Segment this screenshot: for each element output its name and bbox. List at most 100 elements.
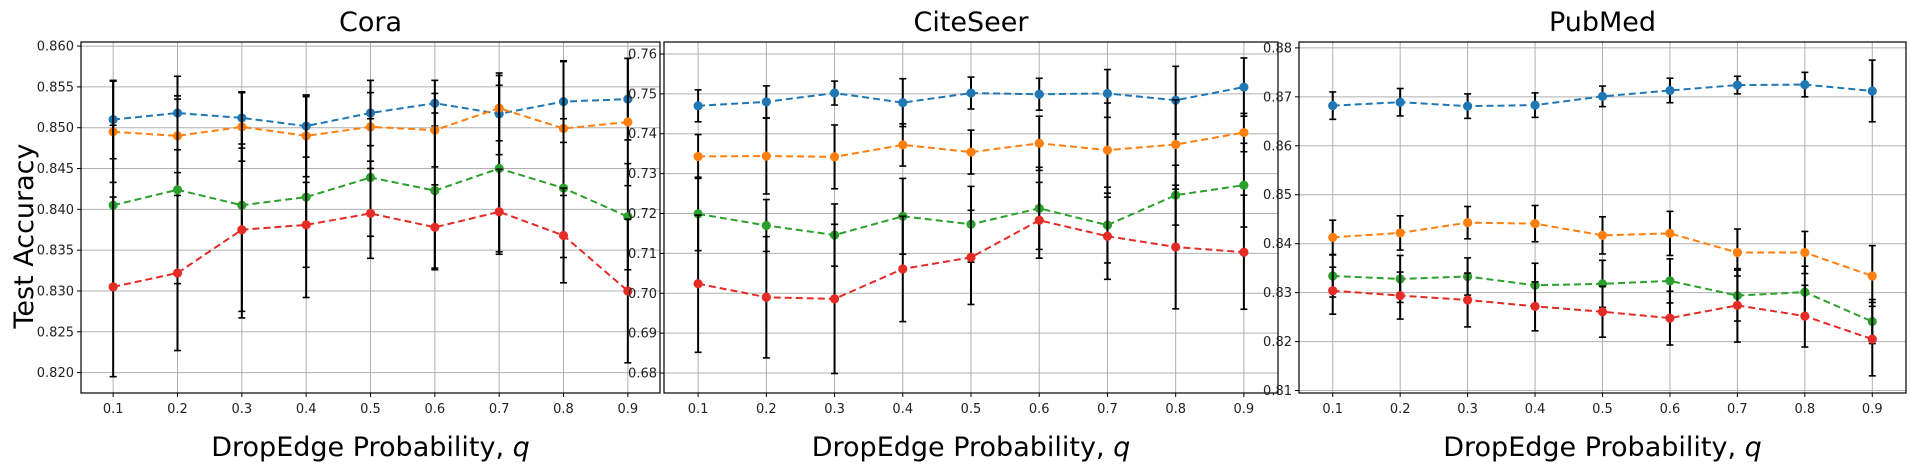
series-line	[698, 86, 1245, 107]
data-point	[623, 117, 633, 127]
data-point	[558, 230, 569, 241]
data-point	[1530, 100, 1540, 110]
data-point	[1328, 232, 1338, 242]
x-axis-label-text: DropEdge Probability,	[812, 432, 1113, 463]
data-point	[1463, 295, 1473, 305]
data-point	[1800, 79, 1810, 90]
data-point	[1239, 82, 1249, 92]
x-tick-label: 0.2	[756, 402, 777, 417]
data-point	[1034, 215, 1044, 225]
data-point	[1867, 86, 1877, 96]
plot-frame	[1298, 41, 1907, 394]
y-tick-label: 0.76	[628, 47, 657, 62]
y-tick-label: 0.81	[1263, 384, 1292, 399]
data-point	[966, 252, 976, 262]
x-tick-label: 0.9	[1234, 402, 1255, 417]
x-tick-label: 0.1	[1322, 402, 1343, 417]
x-tick-label: 0.7	[489, 402, 510, 417]
data-point	[761, 151, 771, 161]
y-tick-label: 0.70	[628, 287, 657, 302]
x-tick-label: 0.1	[103, 402, 124, 417]
data-point	[761, 220, 771, 231]
data-point	[1800, 247, 1810, 258]
y-tick-label: 0.71	[628, 247, 657, 262]
panel-citeseer: 0.68 0.69 0.70 0.71 0.72 0.73 0.74 0.75 0.76 0.1 0…	[628, 7, 1279, 463]
data-point	[829, 88, 840, 98]
series-1	[693, 99, 1249, 198]
panel-title: PubMed	[1549, 7, 1656, 38]
data-point	[1530, 219, 1540, 229]
data-point	[1395, 228, 1405, 238]
y-tick-label: 0.835	[37, 244, 74, 259]
x-tick-label: 0.6	[1029, 402, 1050, 417]
x-tick-label: 0.4	[296, 402, 317, 417]
x-axis-label-text: DropEdge Probability,	[1443, 432, 1744, 463]
panel-title: Cora	[339, 7, 402, 38]
data-point	[365, 208, 376, 219]
data-point	[1597, 307, 1608, 317]
x-tick-label: 0.7	[1727, 402, 1748, 417]
x-tick-label: 0.9	[617, 402, 638, 417]
data-point	[1597, 91, 1608, 101]
data-point	[1463, 218, 1473, 228]
y-tick-label: 0.840	[37, 203, 74, 218]
data-point	[898, 264, 908, 274]
y-tick-label: 0.85	[1263, 188, 1292, 203]
panel-pubmed: 0.81 0.82 0.83 0.84 0.85 0.86 0.87 0.88 0.1 0.2 0.…	[1263, 7, 1907, 463]
x-tick-label: 0.8	[1165, 402, 1186, 417]
data-point	[1530, 301, 1540, 311]
data-point	[898, 98, 908, 108]
data-point	[1328, 286, 1338, 296]
data-point	[1239, 247, 1249, 257]
data-point	[1171, 139, 1181, 150]
data-point	[1102, 145, 1113, 155]
data-point	[693, 101, 703, 111]
x-axis-label-var: q	[1113, 432, 1130, 463]
data-point	[172, 185, 183, 195]
data-point	[1102, 88, 1113, 99]
data-point	[1732, 300, 1742, 310]
data-point	[172, 268, 183, 278]
x-axis-label-var: q	[1745, 432, 1762, 463]
x-tick-label: 0.4	[892, 402, 913, 417]
data-point	[494, 207, 504, 217]
series-line	[698, 131, 1245, 158]
x-tick-label: 0.7	[1097, 402, 1118, 417]
data-point	[1665, 85, 1675, 96]
y-tick-label: 0.86	[1263, 139, 1292, 154]
data-point	[1665, 313, 1675, 323]
data-point	[966, 147, 976, 157]
x-tick-label: 0.2	[1390, 402, 1411, 417]
data-point	[1867, 271, 1877, 281]
data-point	[430, 222, 440, 232]
data-point	[1328, 101, 1338, 111]
y-tick-label: 0.73	[628, 167, 657, 182]
x-tick-label: 0.8	[553, 402, 574, 417]
y-tick-label: 0.82	[1263, 335, 1292, 350]
series-1	[1328, 204, 1877, 308]
x-tick-label: 0.3	[231, 402, 252, 417]
x-tick-label: 0.1	[688, 402, 709, 417]
data-point	[693, 151, 703, 162]
x-tick-label: 0.5	[961, 402, 982, 417]
plot-frame	[663, 41, 1279, 394]
series-0	[693, 57, 1249, 135]
x-tick-label: 0.6	[1660, 402, 1681, 417]
data-point	[237, 225, 247, 235]
y-tick-label: 0.75	[628, 87, 657, 102]
data-point	[693, 209, 703, 219]
y-tick-label: 0.845	[37, 162, 74, 177]
data-point	[1463, 101, 1473, 111]
y-tick-label: 0.84	[1263, 237, 1292, 252]
x-axis-label: DropEdge Probability, q	[211, 432, 530, 463]
series-3	[693, 181, 1249, 375]
data-point	[1867, 334, 1877, 344]
data-point	[1171, 242, 1181, 252]
data-point	[761, 97, 771, 107]
panel-cora: 0.820 0.825 0.830 0.835 0.840 0.845 0.850 0.855…	[37, 7, 661, 463]
x-tick-label: 0.5	[1592, 402, 1613, 417]
x-tick-label: 0.4	[1525, 402, 1546, 417]
y-tick-label: 0.820	[37, 366, 74, 381]
y-axis-label: Test Accuracy	[9, 143, 40, 329]
